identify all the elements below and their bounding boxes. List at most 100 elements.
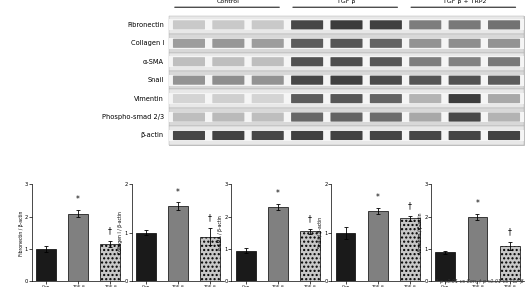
FancyBboxPatch shape — [169, 89, 524, 108]
FancyBboxPatch shape — [449, 94, 481, 103]
Bar — [499, 246, 519, 281]
FancyBboxPatch shape — [331, 39, 362, 48]
FancyBboxPatch shape — [252, 39, 284, 48]
FancyBboxPatch shape — [252, 94, 284, 103]
Bar — [36, 249, 56, 281]
FancyBboxPatch shape — [169, 130, 524, 141]
FancyBboxPatch shape — [488, 75, 520, 85]
FancyBboxPatch shape — [291, 75, 323, 85]
FancyBboxPatch shape — [409, 94, 441, 103]
Bar — [200, 237, 220, 281]
Text: Phospho-smad 2/3: Phospho-smad 2/3 — [102, 114, 164, 120]
Bar — [168, 206, 188, 281]
Text: Snail: Snail — [148, 77, 164, 83]
FancyBboxPatch shape — [488, 39, 520, 48]
Text: α-SMA: α-SMA — [143, 59, 164, 65]
Text: Fibronectin: Fibronectin — [127, 22, 164, 28]
Bar — [100, 244, 120, 281]
FancyBboxPatch shape — [212, 113, 244, 122]
FancyBboxPatch shape — [449, 20, 481, 29]
FancyBboxPatch shape — [331, 131, 362, 140]
FancyBboxPatch shape — [291, 94, 323, 103]
FancyBboxPatch shape — [409, 57, 441, 66]
FancyBboxPatch shape — [169, 112, 524, 122]
FancyBboxPatch shape — [169, 38, 524, 49]
FancyBboxPatch shape — [488, 131, 520, 140]
FancyBboxPatch shape — [488, 57, 520, 66]
FancyBboxPatch shape — [252, 57, 284, 66]
FancyBboxPatch shape — [449, 113, 481, 122]
FancyBboxPatch shape — [370, 75, 402, 85]
Bar — [368, 211, 388, 281]
FancyBboxPatch shape — [449, 39, 481, 48]
FancyBboxPatch shape — [169, 56, 524, 67]
FancyBboxPatch shape — [331, 113, 362, 122]
FancyBboxPatch shape — [212, 57, 244, 66]
Bar — [136, 233, 156, 281]
Text: *: * — [476, 199, 479, 208]
FancyBboxPatch shape — [409, 20, 441, 29]
FancyBboxPatch shape — [212, 39, 244, 48]
FancyBboxPatch shape — [212, 94, 244, 103]
Y-axis label: α-SMA / β-actin: α-SMA / β-actin — [218, 216, 223, 250]
FancyBboxPatch shape — [173, 20, 205, 29]
FancyBboxPatch shape — [291, 113, 323, 122]
Bar — [335, 233, 355, 281]
Bar — [468, 217, 487, 281]
Text: *: * — [176, 188, 180, 197]
FancyBboxPatch shape — [291, 57, 323, 66]
FancyBboxPatch shape — [370, 131, 402, 140]
Text: †: † — [508, 227, 512, 236]
FancyBboxPatch shape — [169, 53, 524, 71]
FancyBboxPatch shape — [173, 39, 205, 48]
FancyBboxPatch shape — [173, 131, 205, 140]
FancyBboxPatch shape — [409, 113, 441, 122]
Text: Vimentin: Vimentin — [134, 96, 164, 102]
FancyBboxPatch shape — [169, 34, 524, 53]
Text: TGF β: TGF β — [338, 0, 355, 4]
FancyBboxPatch shape — [291, 20, 323, 29]
FancyBboxPatch shape — [212, 131, 244, 140]
FancyBboxPatch shape — [169, 75, 524, 86]
FancyBboxPatch shape — [331, 20, 362, 29]
FancyBboxPatch shape — [173, 113, 205, 122]
Bar — [435, 252, 455, 281]
FancyBboxPatch shape — [370, 113, 402, 122]
FancyBboxPatch shape — [331, 57, 362, 66]
Bar — [400, 218, 419, 281]
Bar — [268, 207, 288, 281]
FancyBboxPatch shape — [488, 20, 520, 29]
Text: †: † — [108, 226, 112, 235]
FancyBboxPatch shape — [488, 94, 520, 103]
FancyBboxPatch shape — [169, 20, 524, 30]
FancyBboxPatch shape — [370, 39, 402, 48]
FancyBboxPatch shape — [409, 131, 441, 140]
FancyBboxPatch shape — [409, 39, 441, 48]
FancyBboxPatch shape — [252, 113, 284, 122]
Y-axis label: Vimentin / β-actin: Vimentin / β-actin — [418, 213, 423, 253]
FancyBboxPatch shape — [173, 75, 205, 85]
FancyBboxPatch shape — [173, 57, 205, 66]
FancyBboxPatch shape — [370, 94, 402, 103]
Text: Collagen I: Collagen I — [131, 40, 164, 46]
FancyBboxPatch shape — [252, 20, 284, 29]
FancyBboxPatch shape — [409, 75, 441, 85]
FancyBboxPatch shape — [169, 108, 524, 126]
Y-axis label: Collagen I / β-actin: Collagen I / β-actin — [118, 212, 123, 254]
Text: *: * — [276, 189, 280, 198]
Text: β-actin: β-actin — [141, 133, 164, 139]
FancyBboxPatch shape — [169, 71, 524, 89]
FancyBboxPatch shape — [370, 57, 402, 66]
FancyBboxPatch shape — [449, 131, 481, 140]
FancyBboxPatch shape — [291, 39, 323, 48]
Y-axis label: Fibronectin / β-actin: Fibronectin / β-actin — [19, 210, 23, 255]
FancyBboxPatch shape — [252, 75, 284, 85]
Bar — [236, 251, 256, 281]
FancyBboxPatch shape — [291, 131, 323, 140]
FancyBboxPatch shape — [331, 75, 362, 85]
FancyBboxPatch shape — [169, 15, 524, 145]
FancyBboxPatch shape — [449, 57, 481, 66]
FancyBboxPatch shape — [169, 126, 524, 145]
Text: †: † — [308, 214, 312, 223]
Text: †: † — [208, 213, 212, 222]
